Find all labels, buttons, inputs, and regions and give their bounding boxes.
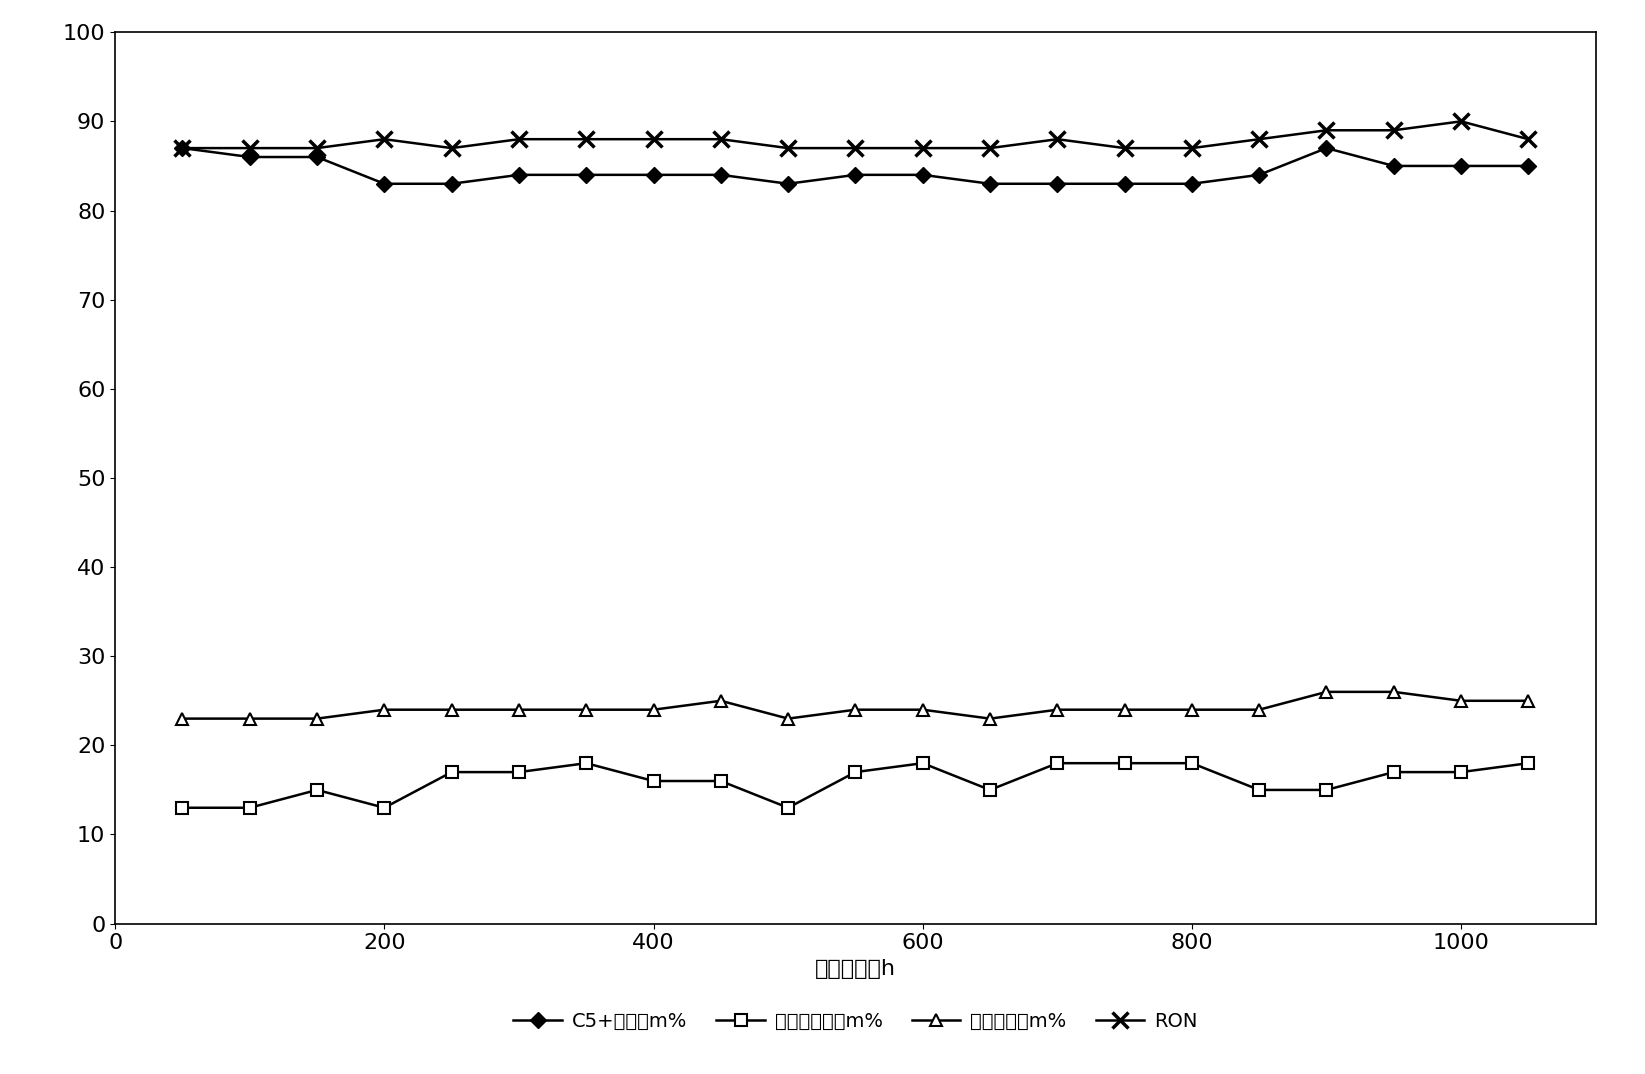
C5+收率，m% [1048,177,1068,190]
Legend: C5+收率，m%, 液化气收率，m%, 芳烃含量，m%, RON: C5+收率，m%, 液化气收率，m%, 芳烃含量，m%, RON [505,1004,1206,1039]
C5+收率，m% [1383,160,1403,173]
芳烃含量，m% [443,703,462,716]
液化气收率，m% [1048,757,1068,770]
液化气收率，m% [1383,766,1403,779]
液化气收率，m% [643,774,663,787]
液化气收率，m% [576,757,595,770]
Line: 芳烃含量，m%: 芳烃含量，m% [178,686,1533,724]
芳烃含量，m% [1518,694,1538,707]
液化气收率，m% [1451,766,1471,779]
RON [1518,133,1538,146]
芳烃含量，m% [846,703,865,716]
芳烃含量，m% [643,703,663,716]
芳烃含量，m% [173,712,192,725]
C5+收率，m% [1183,177,1202,190]
C5+收率，m% [576,169,595,182]
C5+收率，m% [643,169,663,182]
X-axis label: 反应时间，h: 反应时间，h [814,959,897,978]
RON [1249,133,1268,146]
芳烃含量，m% [1048,703,1068,716]
C5+收率，m% [711,169,730,182]
C5+收率，m% [913,169,933,182]
RON [1115,142,1135,155]
液化气收率，m% [173,801,192,814]
C5+收率，m% [1316,142,1336,155]
芳烃含量，m% [576,703,595,716]
C5+收率，m% [443,177,462,190]
C5+收率，m% [778,177,798,190]
芳烃含量，m% [1383,685,1403,698]
液化气收率，m% [1518,757,1538,770]
RON [980,142,1000,155]
液化气收率，m% [1249,784,1268,797]
芳烃含量，m% [1183,703,1202,716]
芳烃含量，m% [778,712,798,725]
芳烃含量，m% [1316,685,1336,698]
RON [1383,124,1403,136]
液化气收率，m% [443,766,462,779]
C5+收率，m% [980,177,1000,190]
C5+收率，m% [375,177,395,190]
液化气收率，m% [711,774,730,787]
液化气收率，m% [1316,784,1336,797]
RON [508,133,528,146]
C5+收率，m% [508,169,528,182]
RON [173,142,192,155]
C5+收率，m% [240,150,260,163]
芳烃含量，m% [711,694,730,707]
液化气收率，m% [1115,757,1135,770]
液化气收率，m% [508,766,528,779]
芳烃含量，m% [1249,703,1268,716]
RON [240,142,260,155]
C5+收率，m% [308,150,327,163]
Line: 液化气收率，m%: 液化气收率，m% [178,757,1533,813]
C5+收率，m% [1249,169,1268,182]
RON [913,142,933,155]
液化气收率，m% [778,801,798,814]
芳烃含量，m% [375,703,395,716]
液化气收率，m% [846,766,865,779]
芳烃含量，m% [308,712,327,725]
C5+收率，m% [1115,177,1135,190]
液化气收率，m% [308,784,327,797]
RON [846,142,865,155]
C5+收率，m% [1518,160,1538,173]
液化气收率，m% [913,757,933,770]
芳烃含量，m% [1115,703,1135,716]
C5+收率，m% [846,169,865,182]
RON [711,133,730,146]
芳烃含量，m% [1451,694,1471,707]
C5+收率，m% [173,142,192,155]
RON [1183,142,1202,155]
芳烃含量，m% [980,712,1000,725]
液化气收率，m% [1183,757,1202,770]
Line: C5+收率，m%: C5+收率，m% [178,143,1533,189]
C5+收率，m% [1451,160,1471,173]
液化气收率，m% [980,784,1000,797]
Line: RON: RON [174,114,1536,156]
芳烃含量，m% [508,703,528,716]
RON [443,142,462,155]
液化气收率，m% [240,801,260,814]
RON [576,133,595,146]
RON [643,133,663,146]
RON [1316,124,1336,136]
液化气收率，m% [375,801,395,814]
芳烃含量，m% [913,703,933,716]
RON [1048,133,1068,146]
RON [375,133,395,146]
RON [1451,115,1471,128]
RON [308,142,327,155]
RON [778,142,798,155]
芳烃含量，m% [240,712,260,725]
